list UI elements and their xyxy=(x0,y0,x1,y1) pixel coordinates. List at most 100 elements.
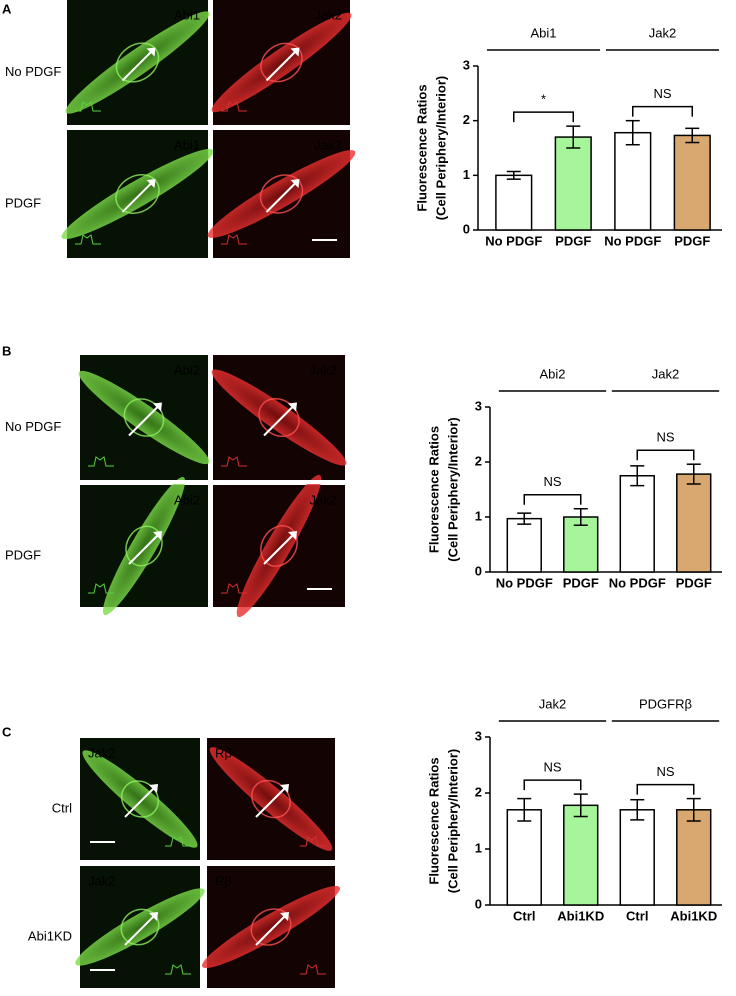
group-label: PDGFRβ xyxy=(639,696,692,711)
divider xyxy=(80,480,365,484)
group-label: Jak2 xyxy=(539,696,566,711)
arrow xyxy=(124,914,156,946)
arrow xyxy=(263,533,295,565)
row-label: PDGF xyxy=(5,195,41,210)
channel-label: Rβ xyxy=(215,745,232,760)
cell-body xyxy=(115,42,160,83)
significance-bracket xyxy=(523,779,582,791)
x-tick-label: PDGF xyxy=(674,233,710,248)
bar xyxy=(619,809,655,906)
cell xyxy=(61,148,214,240)
x-tick-label: PDGF xyxy=(676,575,712,590)
row-label: No PDGF xyxy=(5,64,61,79)
cell-body xyxy=(260,42,303,83)
panel-letter: C xyxy=(2,724,12,739)
bar xyxy=(676,809,712,906)
arrow xyxy=(121,49,154,82)
y-tick-label: 3 xyxy=(475,398,482,413)
arrow xyxy=(128,404,160,437)
cell xyxy=(75,888,205,966)
divider xyxy=(67,125,352,129)
y-tick-label: 1 xyxy=(463,167,470,182)
channel-label: Abi1 xyxy=(174,7,200,22)
y-axis-label: Fluorescence Ratios xyxy=(426,757,441,884)
profile-trace xyxy=(165,964,191,975)
arrow-head xyxy=(149,912,158,921)
panel-letter: B xyxy=(2,343,11,358)
x-tick-label: No PDGF xyxy=(496,575,553,590)
profile-trace xyxy=(165,836,191,847)
bar xyxy=(506,809,542,906)
arrow-head xyxy=(290,179,300,188)
significance-bracket xyxy=(632,105,693,117)
arrow xyxy=(265,181,298,213)
x-tick-label: No PDGF xyxy=(609,575,666,590)
arrow-head xyxy=(153,531,162,540)
y-tick-label: 1 xyxy=(475,840,482,855)
arrow xyxy=(121,181,154,213)
bar xyxy=(676,473,712,573)
significance-bracket xyxy=(636,449,695,461)
channel-label: Jak2 xyxy=(88,873,115,888)
cell xyxy=(78,370,210,465)
bar xyxy=(495,174,533,231)
y-tick-label: 1 xyxy=(475,508,482,523)
cell xyxy=(82,750,198,848)
significance-label: NS xyxy=(656,764,674,779)
x-tick-label: Abi1KD xyxy=(670,908,717,923)
channel-label: Jak2 xyxy=(315,137,342,152)
cell xyxy=(102,477,186,615)
row-label: Abi1KD xyxy=(28,928,72,943)
channel-label: Abi1 xyxy=(174,137,200,152)
cell-body xyxy=(260,525,298,567)
arrow-head xyxy=(146,179,156,188)
bar xyxy=(563,804,599,906)
y-tick-label: 3 xyxy=(463,57,470,72)
cell-body xyxy=(115,174,160,214)
y-axis-label: (Cell Periphery/Interior) xyxy=(433,76,448,220)
y-tick-label: 0 xyxy=(475,563,482,578)
x-tick-label: No PDGF xyxy=(604,233,661,248)
bar xyxy=(554,136,592,231)
arrow-head xyxy=(153,402,162,412)
row-label: PDGF xyxy=(5,547,41,562)
arrow-head xyxy=(280,912,289,921)
group-label: Abi1 xyxy=(530,25,556,40)
arrow-head xyxy=(288,402,297,412)
x-tick-label: Abi1KD xyxy=(557,908,604,923)
profile-trace xyxy=(75,234,101,245)
x-tick-label: No PDGF xyxy=(485,233,542,248)
profile-trace xyxy=(88,456,114,467)
arrow xyxy=(124,786,156,818)
significance-bracket xyxy=(513,111,574,123)
arrow xyxy=(255,914,287,946)
profile-trace xyxy=(300,836,326,847)
channel-label: Jak2 xyxy=(310,492,337,507)
cell xyxy=(236,474,322,618)
y-axis-label: (Cell Periphery/Interior) xyxy=(445,417,460,561)
profile-trace xyxy=(300,964,326,975)
channel-label: Abi2 xyxy=(174,492,200,507)
y-tick-label: 0 xyxy=(463,221,470,236)
cell-body xyxy=(250,908,292,946)
y-tick-label: 3 xyxy=(475,728,482,743)
profile-trace xyxy=(75,101,101,112)
y-tick-label: 0 xyxy=(475,896,482,911)
arrow-head xyxy=(146,47,156,57)
cell xyxy=(211,369,347,466)
group-label: Jak2 xyxy=(649,25,676,40)
x-tick-label: Ctrl xyxy=(626,908,648,923)
significance-bracket xyxy=(523,494,582,505)
cell xyxy=(65,11,210,114)
y-axis-label: Fluorescence Ratios xyxy=(426,426,441,553)
arrow xyxy=(265,49,298,82)
channel-label: Abi2 xyxy=(174,362,200,377)
cell xyxy=(207,150,356,238)
y-axis-label: Fluorescence Ratios xyxy=(414,84,429,211)
panel-letter: A xyxy=(2,1,12,16)
arrow-head xyxy=(290,47,300,57)
x-tick-label: PDGF xyxy=(563,575,599,590)
arrow-head xyxy=(149,784,158,793)
bar xyxy=(673,134,711,231)
